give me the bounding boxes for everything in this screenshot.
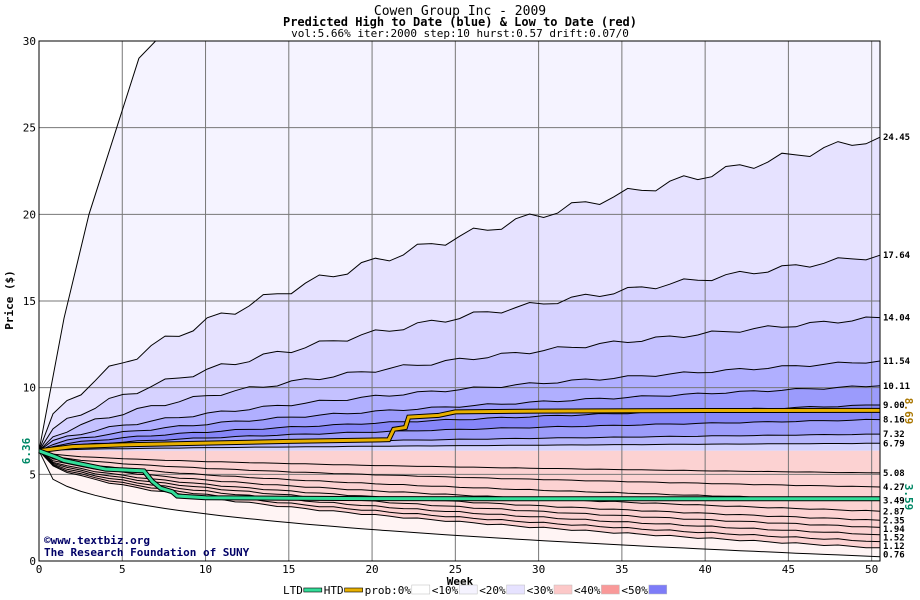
x-tick-label: 0 (36, 563, 43, 576)
curve-end-label: 8.16 (883, 416, 905, 426)
y-tick-label: 5 (29, 468, 36, 481)
percentile-curve (38, 136, 881, 451)
credit-website: ©www.textbiz.org (44, 534, 150, 547)
percentile-curve (38, 418, 881, 452)
high-band (39, 137, 880, 451)
legend-color-swatch (553, 584, 573, 595)
curve-end-label: 1.94 (883, 525, 905, 535)
legend-color-swatch (648, 584, 668, 595)
legend-line-swatch (303, 587, 323, 593)
legend-label: <30% (527, 584, 554, 597)
x-tick-label: 5 (119, 563, 126, 576)
ltd-line (38, 449, 880, 501)
legend-color-swatch (458, 584, 478, 595)
legend-label: <10% (432, 584, 459, 597)
chart-subtitle: Predicted High to Date (blue) & Low to D… (283, 15, 637, 29)
percentile-curve (38, 442, 880, 452)
y-axis-label: Price ($) (3, 270, 16, 330)
chart-title: Cowen Group Inc - 2009 (374, 4, 546, 19)
legend-label: HTD (324, 584, 344, 597)
htd-line (38, 408, 881, 453)
curve-end-label: 17.64 (883, 251, 911, 261)
x-tick-label: 45 (782, 563, 795, 576)
x-axis-ticks: 0 5 10 15 20 25 30 35 40 45 50 (36, 563, 879, 576)
x-tick-label: 20 (365, 563, 378, 576)
percentile-curve (38, 385, 881, 452)
high-band (39, 317, 880, 451)
high-band (39, 405, 880, 451)
legend-label: LTD (283, 584, 303, 597)
percentile-curve (38, 450, 881, 558)
percentile-curve (38, 450, 881, 543)
curve-end-label: 7.32 (883, 430, 905, 440)
high-band (39, 255, 880, 451)
high-band (39, 443, 880, 451)
legend-label: <20% (479, 584, 506, 597)
x-tick-label: 35 (615, 563, 628, 576)
curve-end-label: 24.45 (883, 133, 910, 143)
x-tick-label: 25 (449, 563, 462, 576)
curve-end-label: 9.00 (883, 401, 905, 411)
curve-end-label: 10.11 (883, 382, 910, 392)
curve-end-label: 4.27 (883, 483, 905, 493)
percentile-curve (38, 316, 881, 452)
start-price-label: 6.36 (20, 437, 33, 464)
series-lines (38, 407, 881, 502)
y-axis-ticks: 0 5 10 15 20 25 30 (23, 35, 36, 568)
percentile-curve (38, 360, 881, 452)
curve-end-label: 1.52 (883, 533, 905, 543)
plot-frame (38, 40, 881, 562)
x-tick-label: 40 (699, 563, 712, 576)
percentile-curve (38, 450, 881, 474)
y-tick-label: 10 (23, 382, 36, 395)
legend-color-swatch (506, 584, 525, 595)
x-tick-label: 50 (865, 563, 878, 576)
curve-end-label: 1.12 (883, 542, 905, 552)
percentile-curves (38, 40, 881, 558)
percentile-curve (38, 450, 881, 501)
x-tick-label: 15 (282, 563, 295, 576)
high-band (39, 419, 880, 451)
curve-end-label: 5.08 (883, 469, 905, 479)
high-band (39, 361, 880, 451)
percentile-curve (38, 254, 881, 452)
legend-color-swatch (411, 584, 431, 595)
htd-end-label: 8.69 (902, 398, 915, 425)
curve-end-label: 2.35 (883, 516, 905, 526)
credit-organization: The Research Foundation of SUNY (44, 546, 250, 559)
percentile-curve (38, 450, 881, 521)
legend-color-swatch (601, 584, 620, 595)
percentile-curve (38, 450, 881, 528)
legend-line-swatch (344, 587, 363, 593)
legend-label: <50% (621, 584, 648, 597)
legend: LTD HTD prob:0% <10% <20% <30% <40% <50% (283, 584, 668, 597)
legend-label: prob:0% (365, 584, 412, 597)
y-tick-label: 15 (23, 295, 36, 308)
y-tick-label: 0 (29, 555, 36, 568)
percentile-curve (38, 450, 881, 488)
y-tick-label: 20 (23, 208, 36, 221)
ltd-end-label: 3.59 (902, 484, 915, 511)
y-tick-label: 30 (23, 35, 36, 48)
percentile-curve (38, 450, 881, 512)
chart-params: vol:5.66% iter:2000 step:10 hurst:0.57 d… (291, 27, 629, 40)
x-tick-label: 30 (532, 563, 545, 576)
y-tick-label: 25 (23, 122, 36, 135)
curve-end-label: 14.04 (883, 314, 911, 324)
curve-end-label: 3.49 (883, 497, 905, 507)
curve-end-labels: 24.45 17.64 14.04 11.54 10.11 9.00 8.16 7.326.7… (883, 133, 911, 560)
high-band (39, 385, 880, 451)
curve-end-label: 6.79 (883, 439, 905, 449)
legend-label: <40% (574, 584, 601, 597)
curve-end-label: 11.54 (883, 357, 911, 367)
high-band (39, 41, 880, 451)
curve-end-label: 0.76 (883, 550, 905, 560)
x-tick-label: 10 (199, 563, 212, 576)
curve-end-label: 2.87 (883, 507, 905, 517)
percentile-curve (38, 450, 881, 536)
high-band (39, 434, 880, 451)
